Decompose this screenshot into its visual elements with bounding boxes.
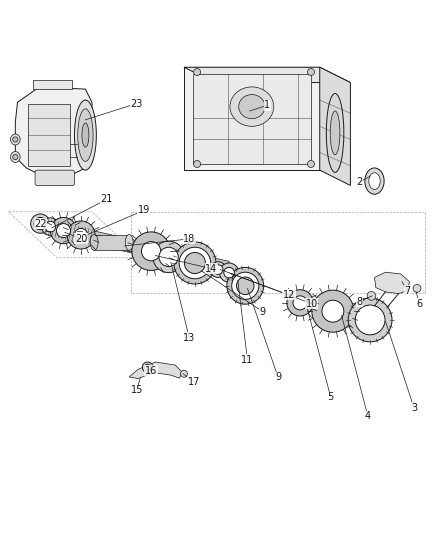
Bar (94, 235, 129, 251)
Text: 11: 11 (241, 355, 254, 365)
Ellipse shape (237, 277, 254, 295)
Ellipse shape (74, 229, 88, 241)
Text: 19: 19 (138, 205, 150, 215)
Ellipse shape (74, 100, 96, 170)
Polygon shape (15, 87, 92, 174)
Text: 4: 4 (365, 411, 371, 421)
Polygon shape (36, 219, 229, 274)
FancyBboxPatch shape (35, 170, 74, 185)
Circle shape (307, 69, 314, 76)
Text: 1: 1 (264, 100, 270, 110)
Text: 18: 18 (183, 234, 195, 244)
Ellipse shape (210, 262, 226, 278)
Text: 10: 10 (306, 298, 318, 309)
Ellipse shape (145, 364, 151, 370)
Ellipse shape (330, 111, 340, 155)
Ellipse shape (141, 241, 161, 261)
Ellipse shape (179, 247, 211, 279)
Text: 6: 6 (417, 298, 423, 309)
Text: 14: 14 (205, 264, 218, 273)
Ellipse shape (78, 109, 93, 161)
Polygon shape (320, 67, 350, 185)
Text: 22: 22 (34, 219, 46, 229)
Ellipse shape (67, 221, 95, 249)
Ellipse shape (293, 296, 307, 310)
Text: 12: 12 (283, 290, 295, 300)
Circle shape (180, 370, 187, 377)
Ellipse shape (355, 305, 385, 335)
Ellipse shape (57, 223, 71, 238)
Ellipse shape (31, 214, 50, 233)
Ellipse shape (322, 300, 344, 322)
Ellipse shape (348, 298, 392, 342)
Polygon shape (374, 272, 410, 294)
Ellipse shape (125, 235, 133, 251)
Polygon shape (184, 67, 350, 83)
Text: 15: 15 (131, 385, 143, 395)
Ellipse shape (369, 173, 380, 189)
Ellipse shape (159, 247, 178, 266)
Ellipse shape (227, 268, 264, 304)
Text: 9: 9 (275, 373, 281, 382)
Ellipse shape (239, 94, 265, 119)
Polygon shape (33, 80, 72, 89)
Polygon shape (28, 104, 70, 166)
Text: 21: 21 (100, 195, 113, 205)
Ellipse shape (42, 218, 59, 236)
Text: 23: 23 (131, 99, 143, 109)
Ellipse shape (232, 272, 259, 300)
Text: 3: 3 (411, 402, 417, 413)
Polygon shape (129, 362, 182, 378)
Text: 2: 2 (356, 177, 362, 188)
Circle shape (367, 292, 376, 300)
Ellipse shape (312, 290, 354, 332)
Ellipse shape (184, 253, 205, 273)
Ellipse shape (326, 93, 344, 172)
Polygon shape (184, 67, 320, 170)
Text: 5: 5 (328, 392, 334, 402)
Circle shape (194, 160, 201, 167)
Text: 7: 7 (404, 286, 410, 296)
Ellipse shape (229, 272, 244, 287)
Circle shape (413, 285, 421, 292)
Ellipse shape (213, 265, 223, 274)
Ellipse shape (287, 290, 313, 316)
Ellipse shape (224, 268, 234, 278)
Ellipse shape (82, 123, 89, 147)
Ellipse shape (132, 232, 170, 270)
Polygon shape (193, 74, 311, 164)
Circle shape (194, 69, 201, 76)
Ellipse shape (232, 275, 241, 284)
Ellipse shape (11, 151, 20, 163)
Text: 16: 16 (145, 366, 157, 376)
Circle shape (307, 160, 314, 167)
Ellipse shape (50, 217, 77, 244)
Ellipse shape (230, 87, 274, 126)
Ellipse shape (219, 263, 239, 282)
Text: 13: 13 (183, 333, 195, 343)
Text: 20: 20 (75, 234, 87, 244)
Text: 8: 8 (356, 296, 362, 306)
Ellipse shape (365, 168, 384, 194)
Ellipse shape (90, 235, 98, 251)
Ellipse shape (153, 241, 184, 273)
Text: 17: 17 (188, 377, 200, 387)
Circle shape (13, 137, 18, 142)
Ellipse shape (34, 217, 46, 230)
Ellipse shape (142, 362, 153, 373)
Ellipse shape (174, 242, 216, 284)
Ellipse shape (11, 134, 20, 145)
Ellipse shape (45, 221, 56, 232)
Text: 9: 9 (260, 306, 266, 317)
Circle shape (13, 155, 18, 159)
